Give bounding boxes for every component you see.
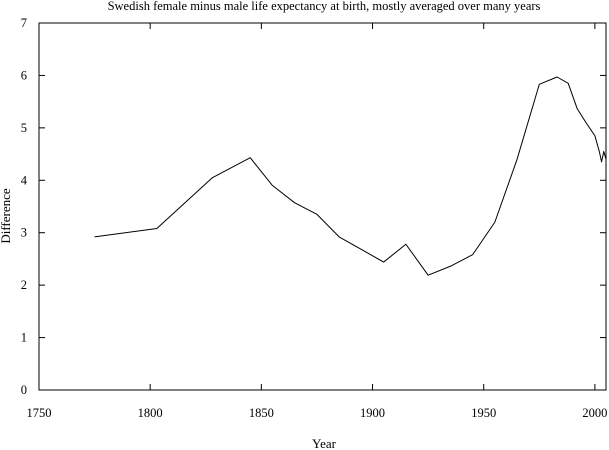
x-axis: 1750 1800 1850 1900 1950 2000 xyxy=(27,23,607,420)
y-tick-label: 4 xyxy=(21,173,28,187)
series-line xyxy=(94,76,607,276)
chart-title: Swedish female minus male life expectanc… xyxy=(108,0,541,13)
x-tick-label: 1900 xyxy=(360,406,385,420)
x-tick-label: 2000 xyxy=(582,406,607,420)
x-tick-label: 1750 xyxy=(27,406,52,420)
y-tick-label: 5 xyxy=(21,121,27,135)
y-tick-label: 1 xyxy=(21,331,27,345)
x-tick-label: 1850 xyxy=(249,406,274,420)
y-tick-label: 6 xyxy=(21,68,27,82)
y-axis: 0 1 2 3 4 5 6 7 xyxy=(21,16,606,397)
y-tick-label: 2 xyxy=(21,278,27,292)
x-axis-label: Year xyxy=(312,436,337,450)
plot-frame xyxy=(38,22,607,391)
x-tick-label: 1950 xyxy=(471,406,496,420)
x-tick-label: 1800 xyxy=(138,406,163,420)
y-tick-label: 0 xyxy=(21,383,27,397)
y-axis-label: Difference xyxy=(0,188,13,244)
y-tick-label: 3 xyxy=(21,226,27,240)
y-tick-label: 7 xyxy=(21,16,27,30)
